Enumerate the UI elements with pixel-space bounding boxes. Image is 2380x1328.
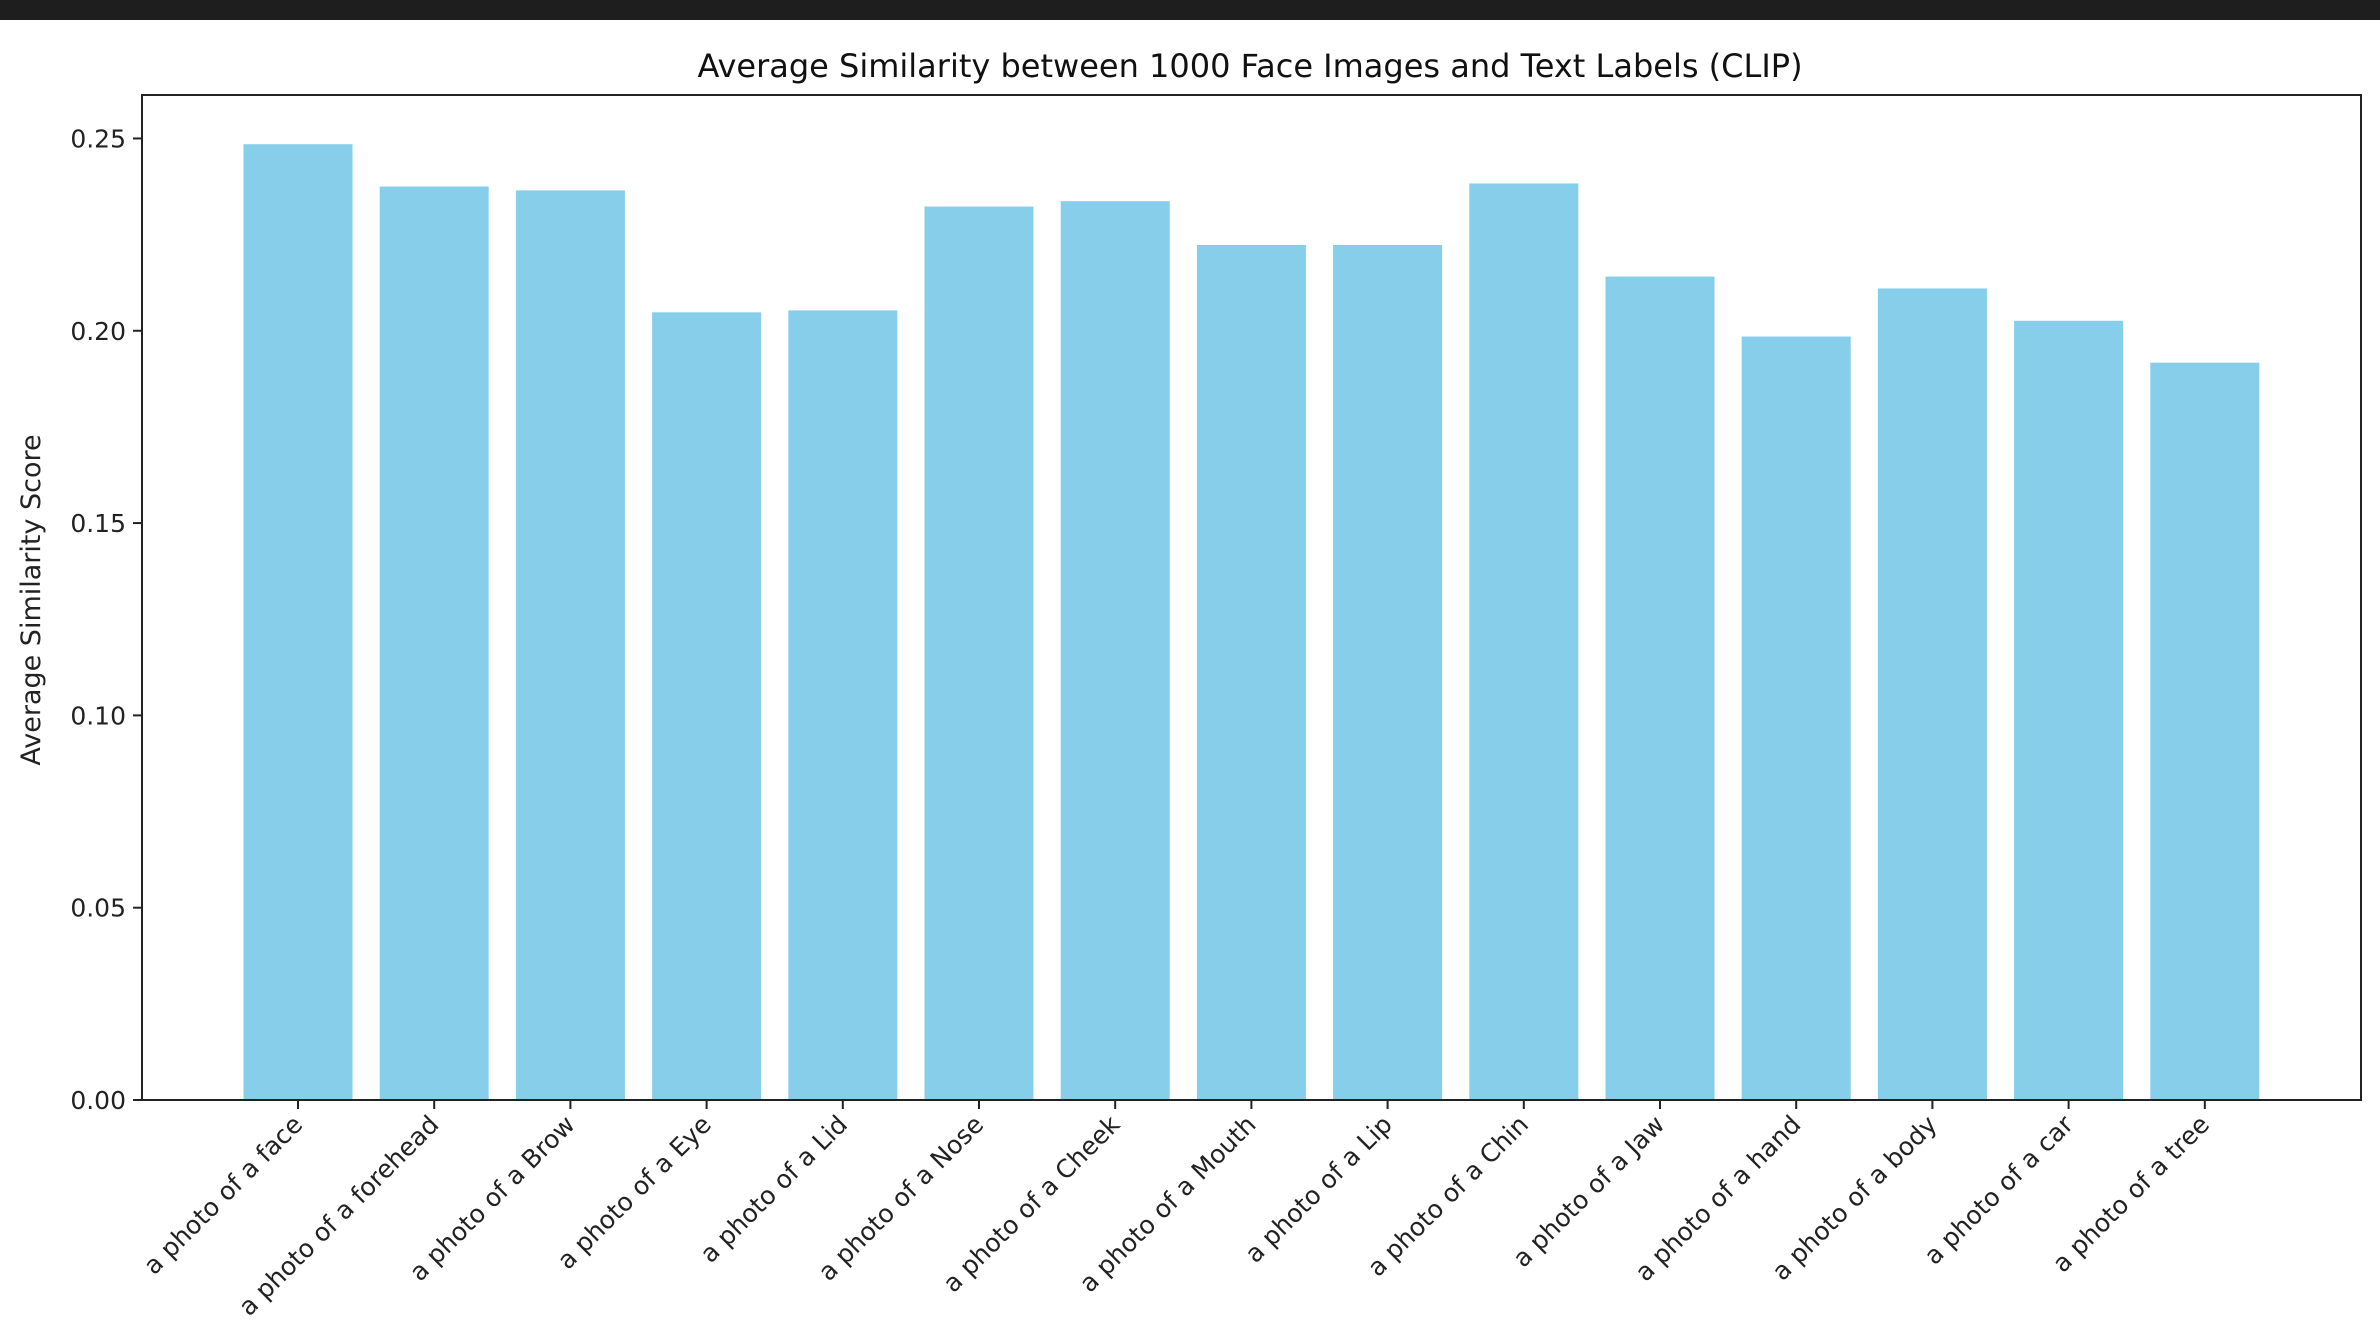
x-tick-label: a photo of a Lip xyxy=(1239,1110,1398,1269)
bar xyxy=(243,144,353,1100)
bar xyxy=(1741,336,1851,1100)
bar xyxy=(1060,201,1170,1101)
x-tick-label: a photo of a car xyxy=(1918,1109,2079,1270)
bar xyxy=(2014,320,2124,1100)
y-axis-ticks: 0.00 0.05 0.10 0.15 0.20 0.25 xyxy=(70,124,142,1115)
bar xyxy=(379,186,489,1101)
bar xyxy=(652,312,762,1100)
plot-frame xyxy=(141,94,2362,1101)
y-tick-label: 0.15 xyxy=(70,509,126,538)
y-tick-label: 0.10 xyxy=(70,701,126,730)
bar xyxy=(515,190,625,1100)
x-tick-label: a photo of a Eye xyxy=(552,1110,717,1275)
bars-group xyxy=(243,144,2260,1101)
bar xyxy=(2150,362,2260,1100)
x-tick-label: a photo of a Lid xyxy=(694,1110,853,1269)
bar xyxy=(1333,245,1443,1100)
y-tick-label: 0.25 xyxy=(70,124,126,153)
bar xyxy=(1605,276,1715,1100)
bar xyxy=(1196,245,1306,1100)
bar xyxy=(788,310,898,1100)
y-tick-label: 0.20 xyxy=(70,317,126,346)
y-tick-label: 0.05 xyxy=(70,894,126,923)
window-top-strip xyxy=(0,0,2380,20)
x-tick-label: a photo of a Jaw xyxy=(1507,1110,1670,1273)
bar xyxy=(1877,288,1987,1100)
chart-title: Average Similarity between 1000 Face Ima… xyxy=(697,47,1802,85)
bar xyxy=(1469,183,1579,1100)
bar xyxy=(924,206,1034,1101)
y-tick-label: 0.00 xyxy=(70,1086,126,1115)
y-axis-label: Average Similarity Score xyxy=(16,434,47,765)
